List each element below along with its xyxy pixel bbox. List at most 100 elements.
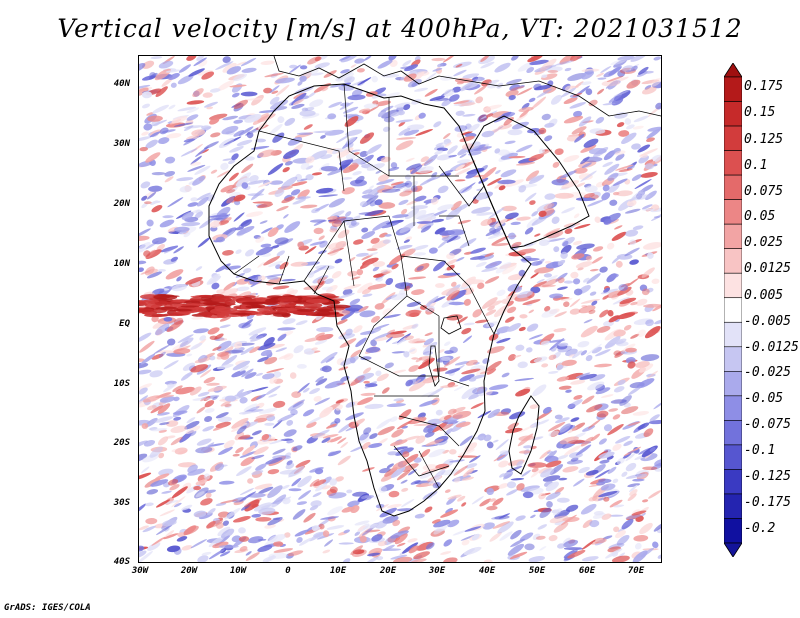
sinking-motion-patch bbox=[174, 226, 190, 232]
sinking-motion-patch bbox=[144, 417, 158, 428]
sinking-motion-patch bbox=[352, 171, 362, 176]
sinking-motion-patch bbox=[621, 471, 628, 477]
sinking-motion-patch bbox=[557, 543, 566, 549]
sinking-motion-patch bbox=[520, 485, 540, 492]
colorbar-swatch bbox=[724, 321, 742, 348]
rising-motion-patch bbox=[637, 329, 646, 337]
sinking-motion-patch bbox=[573, 278, 581, 285]
sinking-motion-patch bbox=[435, 409, 443, 416]
sinking-motion-patch bbox=[255, 372, 264, 377]
sinking-motion-patch bbox=[575, 444, 592, 456]
colorbar-label: -0.125 bbox=[744, 469, 791, 484]
sinking-motion-patch bbox=[223, 136, 242, 146]
rising-motion-patch bbox=[477, 282, 485, 289]
colorbar-label: 0.175 bbox=[744, 79, 784, 94]
sinking-motion-patch bbox=[319, 240, 328, 248]
sinking-motion-patch bbox=[396, 244, 413, 250]
sinking-motion-patch bbox=[275, 77, 295, 84]
colorbar-swatch bbox=[724, 346, 742, 372]
sinking-motion-patch bbox=[388, 166, 400, 172]
sinking-motion-patch bbox=[376, 278, 384, 282]
sinking-motion-patch bbox=[653, 56, 661, 61]
sinking-motion-patch bbox=[357, 372, 375, 381]
rising-motion-patch bbox=[513, 354, 522, 358]
sinking-motion-patch bbox=[436, 154, 452, 161]
sinking-motion-patch bbox=[215, 263, 231, 273]
sinking-motion-patch bbox=[329, 478, 338, 486]
sinking-motion-patch bbox=[300, 162, 310, 170]
sinking-motion-patch bbox=[572, 350, 583, 359]
sinking-motion-patch bbox=[277, 333, 287, 342]
rising-motion-patch bbox=[330, 436, 342, 443]
rising-motion-patch bbox=[480, 218, 493, 226]
sinking-motion-patch bbox=[233, 119, 244, 124]
sinking-motion-patch bbox=[522, 491, 534, 499]
sinking-motion-patch bbox=[468, 455, 481, 463]
sinking-motion-patch bbox=[598, 490, 618, 498]
rising-motion-patch bbox=[413, 423, 433, 427]
rising-motion-patch bbox=[256, 436, 276, 445]
sinking-motion-patch bbox=[239, 488, 255, 496]
sinking-motion-patch bbox=[196, 438, 212, 446]
rising-motion-patch bbox=[152, 320, 169, 329]
colorbar-label: 0.05 bbox=[744, 209, 776, 224]
rising-motion-patch bbox=[506, 300, 514, 307]
sinking-motion-patch bbox=[376, 418, 392, 429]
rising-motion-patch bbox=[583, 192, 595, 199]
sinking-motion-patch bbox=[478, 164, 488, 173]
sinking-motion-patch bbox=[144, 502, 154, 507]
rising-motion-patch bbox=[444, 142, 453, 147]
sinking-motion-patch bbox=[234, 226, 245, 231]
rising-motion-patch bbox=[209, 335, 218, 341]
sinking-motion-patch bbox=[178, 64, 191, 73]
sinking-motion-patch bbox=[160, 245, 179, 253]
sinking-motion-patch bbox=[349, 298, 361, 305]
sinking-motion-patch bbox=[548, 430, 560, 437]
sinking-motion-patch bbox=[414, 513, 425, 519]
rising-motion-patch bbox=[305, 298, 329, 304]
sinking-motion-patch bbox=[570, 417, 580, 422]
colorbar-label: 0.125 bbox=[744, 132, 784, 147]
lon-tick-label: 0 bbox=[285, 566, 291, 576]
rising-motion-patch bbox=[231, 417, 249, 429]
rising-motion-patch bbox=[180, 305, 200, 308]
sinking-motion-patch bbox=[433, 519, 451, 528]
sinking-motion-patch bbox=[609, 514, 624, 517]
rising-motion-patch bbox=[619, 297, 637, 305]
rising-motion-patch bbox=[190, 161, 202, 166]
sinking-motion-patch bbox=[277, 327, 296, 331]
sinking-motion-patch bbox=[177, 106, 197, 112]
rising-motion-patch bbox=[623, 324, 632, 331]
sinking-motion-patch bbox=[217, 416, 232, 423]
rising-motion-patch bbox=[454, 179, 466, 182]
rising-motion-patch bbox=[464, 442, 478, 453]
sinking-motion-patch bbox=[299, 537, 312, 546]
rising-motion-patch bbox=[615, 164, 634, 171]
sinking-motion-patch bbox=[610, 59, 627, 66]
sinking-motion-patch bbox=[316, 326, 334, 333]
rising-motion-patch bbox=[353, 239, 364, 245]
sinking-motion-patch bbox=[494, 62, 511, 73]
rising-motion-patch bbox=[612, 414, 621, 420]
vertical-velocity-field bbox=[139, 56, 661, 562]
sinking-motion-patch bbox=[383, 314, 401, 319]
sinking-motion-patch bbox=[517, 361, 528, 369]
sinking-motion-patch bbox=[614, 112, 628, 119]
sinking-motion-patch bbox=[439, 169, 454, 176]
rising-motion-patch bbox=[145, 517, 158, 525]
rising-motion-patch bbox=[233, 194, 246, 202]
sinking-motion-patch bbox=[139, 440, 148, 448]
sinking-motion-patch bbox=[401, 542, 419, 554]
rising-motion-patch bbox=[365, 105, 380, 114]
rising-motion-patch bbox=[255, 236, 265, 243]
sinking-motion-patch bbox=[263, 336, 275, 347]
sinking-motion-patch bbox=[427, 418, 443, 425]
rising-motion-patch bbox=[498, 460, 509, 468]
sinking-motion-patch bbox=[456, 159, 471, 164]
sinking-motion-patch bbox=[435, 97, 450, 101]
sinking-motion-patch bbox=[448, 94, 460, 102]
sinking-motion-patch bbox=[650, 154, 661, 163]
sinking-motion-patch bbox=[383, 92, 400, 99]
sinking-motion-patch bbox=[305, 165, 314, 170]
sinking-motion-patch bbox=[495, 439, 509, 451]
